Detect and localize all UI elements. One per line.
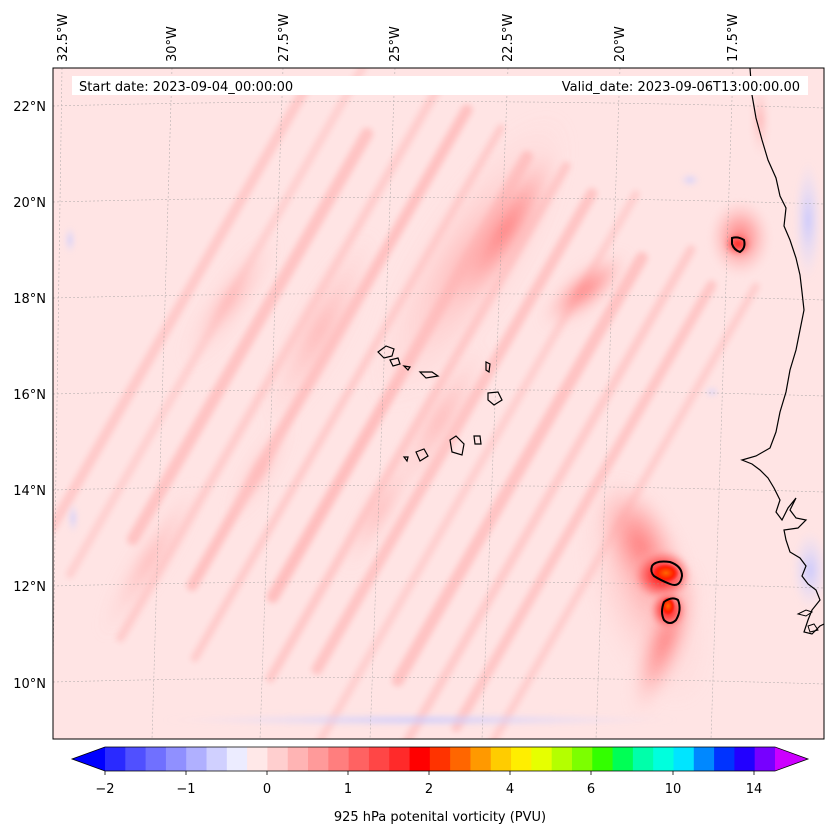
colorbar-cell xyxy=(714,747,735,771)
pv-contour-lines xyxy=(650,236,746,624)
valid-date-text: Valid_date: 2023-09-06T13:00:00.00 xyxy=(562,80,800,95)
lon-label: 32.5°W xyxy=(56,14,71,62)
lon-label: 27.5°W xyxy=(277,14,292,62)
colorbar-cell xyxy=(287,747,309,771)
colorbar-cell xyxy=(612,747,634,771)
colorbar-cell xyxy=(348,747,370,771)
colorbar-cells xyxy=(105,747,776,771)
colorbar-cell xyxy=(673,747,695,771)
start-date-text: Start date: 2023-09-04_00:00:00 xyxy=(79,80,293,95)
colorbar-tick-label: −2 xyxy=(95,782,114,797)
coastline-detail xyxy=(796,609,819,633)
lat-label: 10°N xyxy=(13,677,46,692)
colorbar-cell xyxy=(409,747,431,771)
colorbar-cell xyxy=(531,747,553,771)
colorbar-cell xyxy=(308,747,329,771)
lat-label: 16°N xyxy=(13,388,46,403)
colorbar-tick-label: 4 xyxy=(506,782,514,797)
colorbar-cell xyxy=(450,747,472,771)
colorbar-cell xyxy=(247,747,269,771)
colorbar-cell xyxy=(734,747,756,771)
lat-label: 22°N xyxy=(13,100,46,115)
map-area xyxy=(53,68,824,739)
cape-verde-islands xyxy=(377,345,503,463)
colorbar-tick-label: 14 xyxy=(746,782,763,797)
colorbar-cell xyxy=(145,747,167,771)
colorbar-title: 925 hPa potenital vorticity (PVU) xyxy=(334,810,546,825)
colorbar-tick-label: 0 xyxy=(263,782,271,797)
colorbar-min-extension xyxy=(72,747,105,771)
lat-label: 18°N xyxy=(13,292,46,307)
colorbar-cell xyxy=(267,747,289,771)
colorbar-cell xyxy=(693,747,715,771)
header-strip xyxy=(72,76,808,95)
lon-label: 17.5°W xyxy=(726,14,741,62)
colorbar-tick-label: −1 xyxy=(176,782,195,797)
colorbar-cell xyxy=(125,747,147,771)
colorbar-cell xyxy=(511,747,532,771)
lat-label: 14°N xyxy=(13,484,46,499)
lon-label: 20°W xyxy=(613,26,628,62)
colorbar-cell xyxy=(470,747,492,771)
colorbar-tick-label: 6 xyxy=(587,782,595,797)
colorbar: −2 −1 0 1 2 4 6 10 14 925 hPa potenital … xyxy=(70,746,810,825)
colorbar-tick-label: 2 xyxy=(425,782,433,797)
colorbar-ticks xyxy=(104,771,755,775)
colorbar-cell xyxy=(105,747,126,771)
colorbar-cell xyxy=(551,747,573,771)
lon-label: 30°W xyxy=(165,26,180,62)
africa-coastline xyxy=(740,68,824,635)
lon-label: 25°W xyxy=(388,26,403,62)
colorbar-cell xyxy=(389,747,411,771)
colorbar-max-extension xyxy=(775,747,808,771)
latitude-labels: 22°N 20°N 18°N 16°N 14°N 12°N 10°N xyxy=(13,100,46,692)
longitude-labels: 32.5°W 30°W 27.5°W 25°W 22.5°W 20°W 17.5… xyxy=(56,14,741,62)
map-frame xyxy=(52,67,825,740)
lat-label: 12°N xyxy=(13,580,46,595)
colorbar-cell xyxy=(632,747,654,771)
colorbar-cell xyxy=(490,747,512,771)
lon-label: 22.5°W xyxy=(501,14,516,62)
colorbar-cell xyxy=(206,747,228,771)
colorbar-tick-labels: −2 −1 0 1 2 4 6 10 14 xyxy=(95,782,762,797)
graticule xyxy=(53,68,824,739)
lat-label: 20°N xyxy=(13,196,46,211)
colorbar-cell xyxy=(592,747,614,771)
colorbar-cell xyxy=(653,747,675,771)
colorbar-cell xyxy=(328,747,350,771)
colorbar-cell xyxy=(226,747,248,771)
colorbar-cell xyxy=(186,747,208,771)
colorbar-cell xyxy=(368,747,390,771)
colorbar-cell xyxy=(429,747,451,771)
pv-main-band xyxy=(99,112,630,637)
colorbar-tick-label: 1 xyxy=(344,782,352,797)
colorbar-cell xyxy=(754,747,776,771)
colorbar-cell xyxy=(165,747,187,771)
colorbar-cell xyxy=(571,747,593,771)
colorbar-tick-label: 10 xyxy=(665,782,682,797)
